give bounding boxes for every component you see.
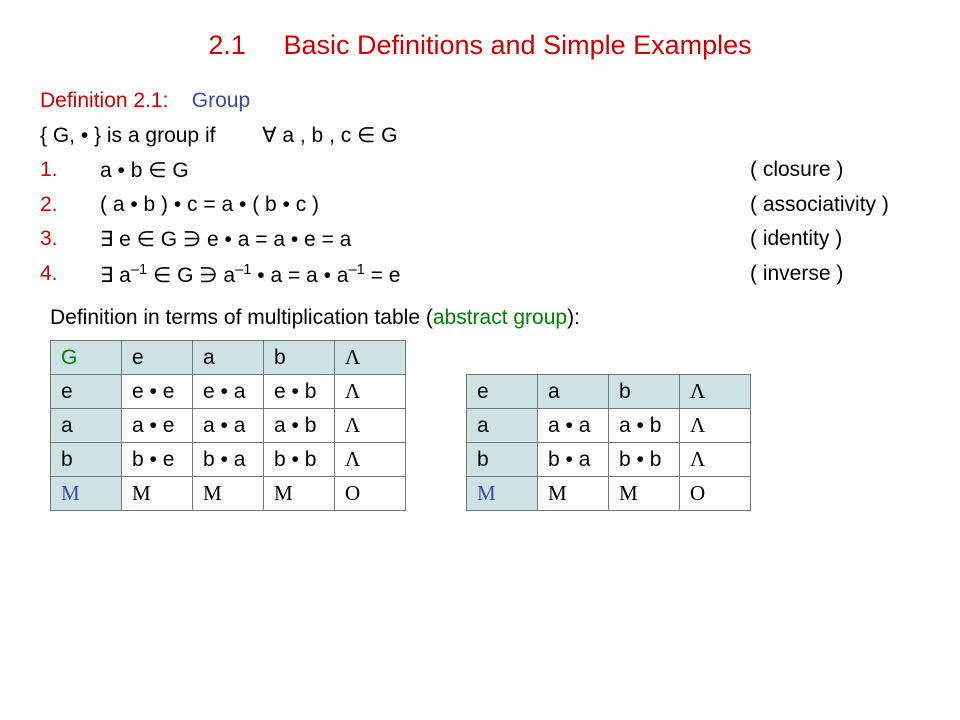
- table-cell: e: [122, 341, 193, 375]
- axiom-row: 3.∃ e ∈ G ∋ e • a = a • e = a( identity …: [40, 227, 920, 252]
- table-cell: a • e: [122, 409, 193, 443]
- table-cell: b: [51, 443, 122, 477]
- table-cell: a • a: [538, 409, 609, 443]
- table-row: bb • eb • ab • bΛ: [51, 443, 406, 477]
- mid-pre: Definition in terms of multiplication ta…: [50, 306, 433, 329]
- group-condition: { G, • } is a group if ∀ a , b , c ∈ G: [40, 123, 920, 148]
- table-cell: Λ: [680, 443, 751, 477]
- axiom-number: 1.: [40, 158, 100, 183]
- table-cell: a: [467, 409, 538, 443]
- axiom-list: 1.a • b ∈ G( closure ) 2.( a • b ) • c = …: [40, 158, 920, 288]
- axiom-body: ∃ e ∈ G ∋ e • a = a • e = a: [100, 227, 750, 252]
- table-row: MMMMO: [51, 477, 406, 511]
- table-cell: e: [51, 375, 122, 409]
- table-cell: M: [609, 477, 680, 511]
- table-row: GeabΛ: [51, 341, 406, 375]
- axiom-row: 1.a • b ∈ G( closure ): [40, 158, 920, 183]
- axiom-name: ( identity ): [750, 227, 920, 252]
- definition-heading: Definition 2.1: Group: [40, 89, 920, 113]
- table-row: ee • ee • ae • bΛ: [51, 375, 406, 409]
- table-cell: a: [538, 375, 609, 409]
- axiom-name: ( associativity ): [750, 193, 920, 217]
- axiom-row: 4.∃ a–1 ∈ G ∋ a–1 • a = a • a–1 = e( inv…: [40, 262, 920, 288]
- axiom-name: ( inverse ): [750, 262, 920, 288]
- table-cell: G: [51, 341, 122, 375]
- multiplication-table-full: GeabΛee • ee • ae • bΛaa • ea • aa • bΛb…: [50, 340, 406, 511]
- table-cell: Λ: [335, 375, 406, 409]
- table-cell: a • b: [609, 409, 680, 443]
- axiom-body: ( a • b ) • c = a • ( b • c ): [100, 193, 750, 217]
- table-cell: Λ: [680, 375, 751, 409]
- table-cell: O: [335, 477, 406, 511]
- definition-label: Definition 2.1:: [40, 89, 168, 112]
- table-cell: a: [51, 409, 122, 443]
- mid-post: ):: [567, 306, 580, 329]
- table-cell: e • e: [122, 375, 193, 409]
- slide-title: 2.1 Basic Definitions and Simple Example…: [40, 30, 920, 61]
- table-cell: b • b: [264, 443, 335, 477]
- table-cell: b: [467, 443, 538, 477]
- group-cond-quant: ∀ a , b , c ∈ G: [262, 124, 397, 147]
- table-cell: M: [264, 477, 335, 511]
- title-section: 2.1: [208, 30, 246, 60]
- table-intro: Definition in terms of multiplication ta…: [50, 306, 920, 330]
- axiom-body: ∃ a–1 ∈ G ∋ a–1 • a = a • a–1 = e: [100, 262, 750, 288]
- table-row: bb • ab • bΛ: [467, 443, 751, 477]
- tables-container: GeabΛee • ee • ae • bΛaa • ea • aa • bΛb…: [50, 340, 920, 511]
- table-cell: a: [193, 341, 264, 375]
- table-cell: a • b: [264, 409, 335, 443]
- table-cell: M: [193, 477, 264, 511]
- table-cell: M: [467, 477, 538, 511]
- definition-name: Group: [192, 89, 250, 112]
- mid-green: abstract group: [433, 306, 567, 329]
- table-cell: e: [467, 375, 538, 409]
- table-cell: Λ: [335, 443, 406, 477]
- multiplication-table-reduced: eabΛaa • aa • bΛbb • ab • bΛMMMO: [466, 374, 751, 511]
- table-cell: Λ: [680, 409, 751, 443]
- table-cell: a • a: [193, 409, 264, 443]
- table-row: aa • aa • bΛ: [467, 409, 751, 443]
- axiom-body: a • b ∈ G: [100, 158, 750, 183]
- table-cell: O: [680, 477, 751, 511]
- table-cell: Λ: [335, 341, 406, 375]
- group-cond-pre: { G, • } is a group if: [40, 124, 215, 147]
- table-row: eabΛ: [467, 375, 751, 409]
- table-cell: M: [51, 477, 122, 511]
- table-cell: Λ: [335, 409, 406, 443]
- axiom-name: ( closure ): [750, 158, 920, 183]
- title-text: Basic Definitions and Simple Examples: [283, 30, 751, 60]
- table-cell: e • b: [264, 375, 335, 409]
- axiom-number: 2.: [40, 193, 100, 217]
- axiom-number: 4.: [40, 262, 100, 288]
- table-cell: b • b: [609, 443, 680, 477]
- table-cell: e • a: [193, 375, 264, 409]
- axiom-row: 2.( a • b ) • c = a • ( b • c )( associa…: [40, 193, 920, 217]
- table-cell: b • a: [193, 443, 264, 477]
- table-row: MMMO: [467, 477, 751, 511]
- table-cell: b: [609, 375, 680, 409]
- table-row: aa • ea • aa • bΛ: [51, 409, 406, 443]
- table-cell: b • e: [122, 443, 193, 477]
- table-cell: M: [122, 477, 193, 511]
- table-cell: M: [538, 477, 609, 511]
- table-cell: b • a: [538, 443, 609, 477]
- axiom-number: 3.: [40, 227, 100, 252]
- table-cell: b: [264, 341, 335, 375]
